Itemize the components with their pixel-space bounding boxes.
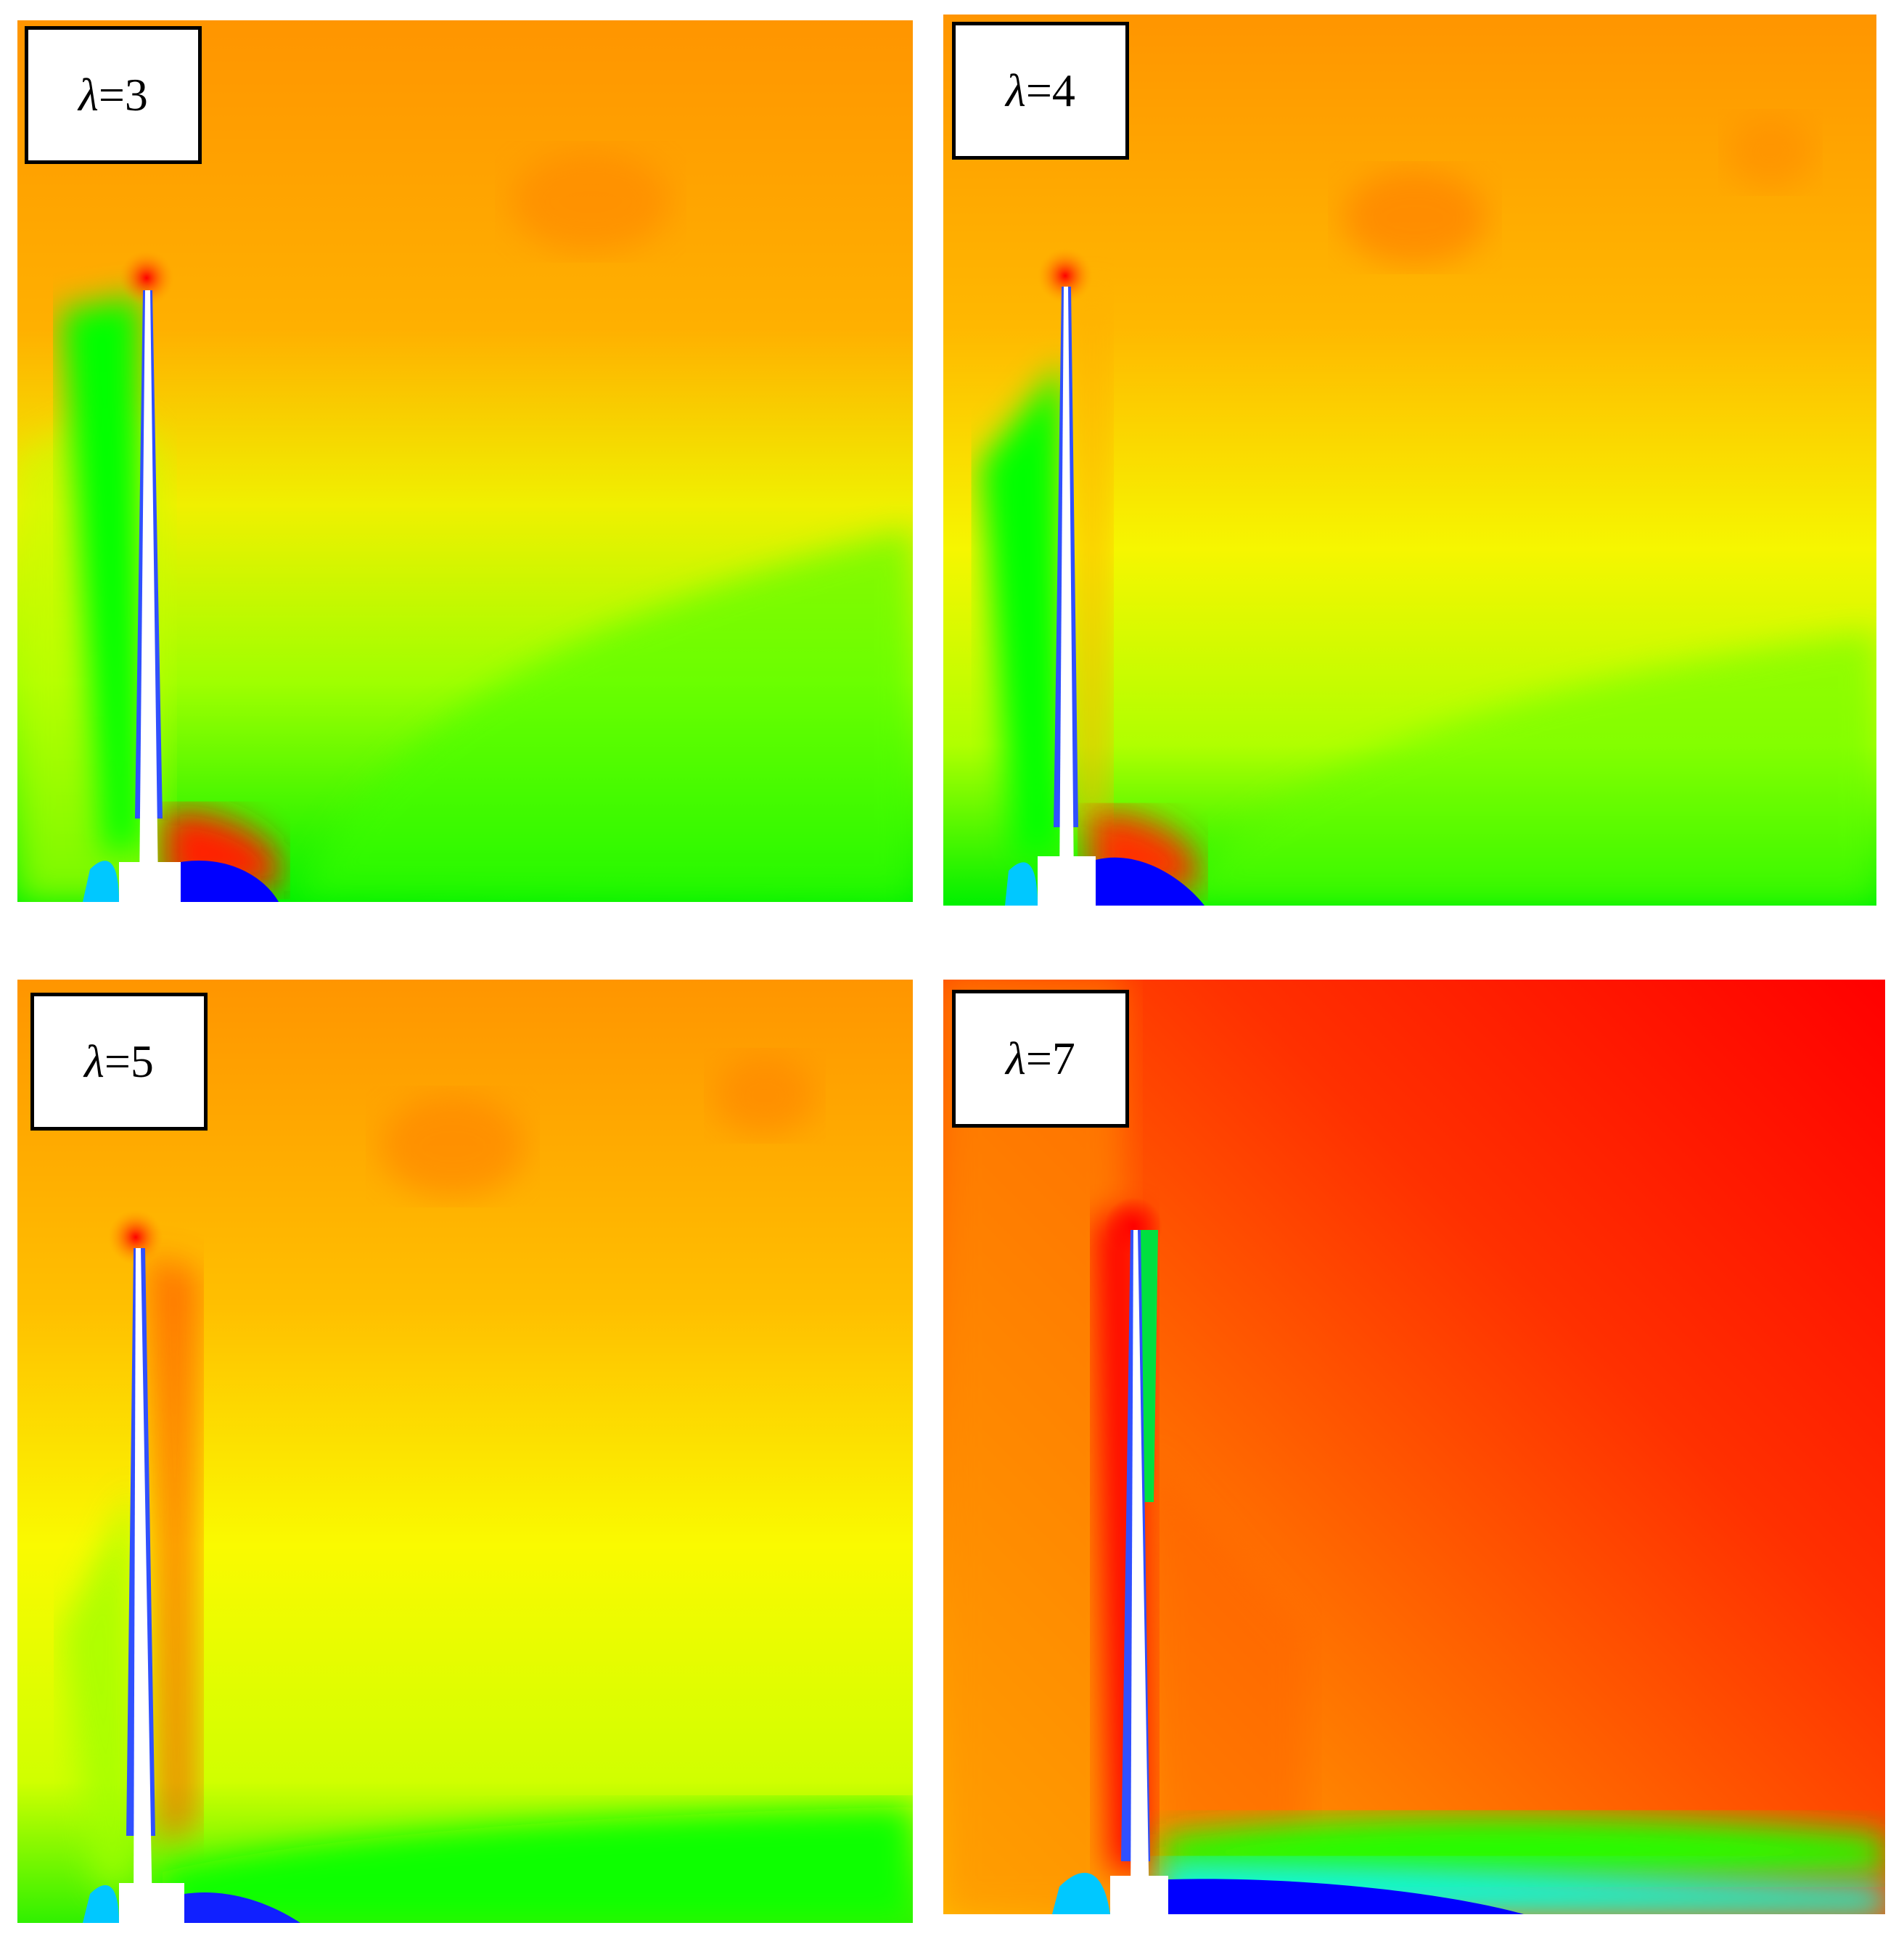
contour-field — [943, 980, 1885, 1914]
contour-panel-lambda-4: λ =4 — [943, 15, 1876, 906]
wake-region-left — [980, 363, 1063, 864]
hub-gap — [119, 1883, 184, 1923]
wake-region-left — [61, 296, 141, 855]
hub-low-region — [181, 861, 279, 902]
lambda-symbol: λ — [1006, 1033, 1026, 1084]
hub-cyan-region — [1052, 1872, 1110, 1914]
tip-vortex — [1038, 248, 1093, 303]
wake-region-right — [1161, 631, 1876, 906]
contour-panel-lambda-7: λ =7 — [943, 980, 1885, 1914]
contour-field — [943, 15, 1876, 906]
wake-region-right — [293, 528, 913, 902]
vortex-region-2 — [1727, 116, 1814, 189]
contour-field — [17, 980, 913, 1923]
vortex-region — [511, 151, 670, 253]
lambda-value: =3 — [98, 69, 148, 120]
blade — [1130, 1230, 1149, 1914]
hub-gap — [1110, 1876, 1168, 1914]
lambda-symbol: λ — [78, 69, 99, 120]
hub-cyan-region — [1005, 862, 1038, 906]
lambda-label: λ =4 — [952, 22, 1129, 160]
contour-field — [17, 20, 913, 902]
lambda-label: λ =3 — [25, 26, 202, 164]
vortex-region-2 — [714, 1056, 816, 1136]
blade-wake — [148, 1255, 199, 1843]
hub-gap — [1038, 856, 1096, 906]
hub-cyan-region — [83, 1885, 119, 1923]
lambda-symbol: λ — [1006, 65, 1026, 116]
hub-low-region — [1096, 857, 1205, 906]
lambda-value: =4 — [1025, 65, 1075, 116]
contour-panel-lambda-5: λ =5 — [17, 980, 913, 1923]
wake-region-bottom — [163, 1807, 913, 1923]
hub-gap — [119, 862, 181, 902]
blade-wake — [1074, 290, 1110, 827]
lambda-symbol: λ — [84, 1035, 104, 1087]
lambda-label: λ =5 — [30, 993, 208, 1131]
contour-panel-lambda-3: λ =3 — [17, 20, 913, 902]
vortex-region — [1342, 171, 1488, 265]
blade — [1059, 287, 1074, 885]
blade-wake — [1146, 1451, 1306, 1865]
hub-low-region — [1168, 1879, 1524, 1914]
blade — [139, 290, 158, 887]
tip-vortex — [119, 250, 174, 305]
vortex-region — [380, 1096, 525, 1197]
tip-vortex — [108, 1210, 163, 1265]
hub-low-region — [184, 1892, 300, 1923]
blade — [134, 1248, 152, 1916]
lambda-value: =7 — [1025, 1033, 1075, 1084]
wake-region-left — [61, 1488, 134, 1894]
hub-cyan-region — [83, 861, 119, 902]
inlet-region — [943, 980, 1125, 1914]
lambda-value: =5 — [104, 1035, 154, 1087]
lambda-label: λ =7 — [952, 990, 1129, 1128]
